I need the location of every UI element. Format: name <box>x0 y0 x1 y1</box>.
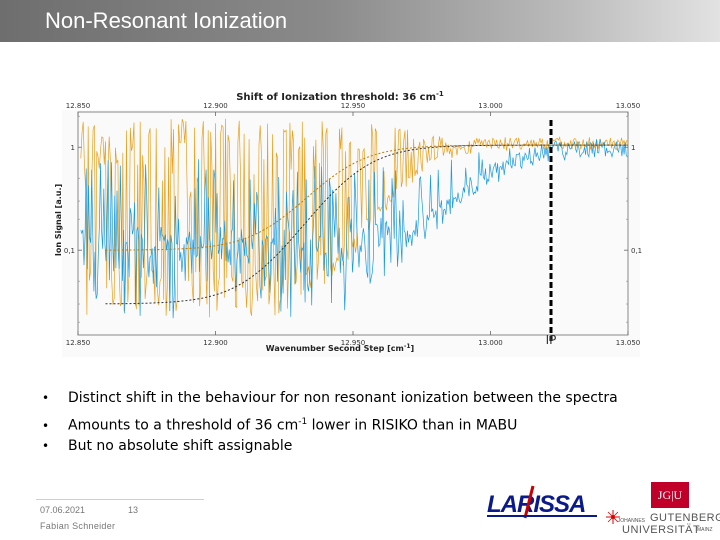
x-tick-label: 13.000 <box>478 339 503 347</box>
footer-divider <box>36 499 204 500</box>
larissa-logo-text: LARISSA <box>487 491 585 518</box>
jgu-small-text: JOHANNES <box>617 518 645 524</box>
title-bar: Non-Resonant Ionization <box>0 0 720 42</box>
x-tick-label: 12.950 <box>341 339 366 347</box>
x-tick-label-top: 13.050 <box>616 102 641 110</box>
bullet-item: • But no absolute shift assignable <box>42 434 618 458</box>
x-tick-label-top: 13.000 <box>478 102 503 110</box>
y-tick-label-right: 0,1 <box>631 247 642 255</box>
x-tick-label-top: 12.850 <box>66 102 91 110</box>
jgu-name-line1: GUTENBERG <box>650 512 720 524</box>
y-tick-label: 1 <box>71 144 75 152</box>
x-axis-label: Wavenumber Second Step [cm-1] <box>266 343 414 353</box>
plot-area: 12.850 12.850 12.900 12.900 12.950 12.950 13.0… <box>64 102 642 347</box>
series-orange-line <box>80 118 628 318</box>
x-tick-label-top: 12.900 <box>203 102 228 110</box>
jgu-logo-box: JG|U <box>651 482 689 508</box>
ionization-chart: 12.850 12.850 12.900 12.900 12.950 12.950 13.0… <box>54 90 642 357</box>
x-tick-label: 13.050 <box>616 339 641 347</box>
bullet-item: • Amounts to a threshold of 36 cm-1 lower… <box>42 410 618 434</box>
slide-title: Non-Resonant Ionization <box>45 8 288 33</box>
series-black-fit <box>105 144 628 305</box>
x-tick-label: 12.900 <box>203 339 228 347</box>
bullet-icon: • <box>42 391 50 405</box>
jgu-mainz: MAINZ <box>697 527 713 533</box>
larissa-slash-icon <box>523 485 535 519</box>
x-tick-label-top: 12.950 <box>341 102 366 110</box>
larissa-logo: LARISSA <box>485 485 600 519</box>
bullet-item: • Distinct shift in the behaviour for non… <box>42 386 618 410</box>
chart-panel <box>62 110 640 357</box>
footer-author: Fabian Schneider <box>40 521 116 531</box>
series-blue-line <box>80 138 628 319</box>
y-tick-label-right: 1 <box>631 144 635 152</box>
y-axis-label: Ion Signal [a.u.] <box>54 184 63 256</box>
bullet-list: • Distinct shift in the behaviour for non… <box>42 386 618 458</box>
bullet-icon: • <box>42 418 50 433</box>
page-number: 13 <box>128 505 139 515</box>
jgu-name-line2: UNIVERSITÄT <box>622 524 701 536</box>
chart-title: Shift of Ionization threshold: 36 cm-1 <box>236 90 444 103</box>
ip-label: IP <box>546 333 557 347</box>
y-tick-label: 0,1 <box>64 247 75 255</box>
laser-star-icon <box>606 510 620 524</box>
bullet-icon: • <box>42 439 50 453</box>
x-tick-label: 12.850 <box>66 339 91 347</box>
footer-date: 07.06.2021 <box>40 505 86 515</box>
